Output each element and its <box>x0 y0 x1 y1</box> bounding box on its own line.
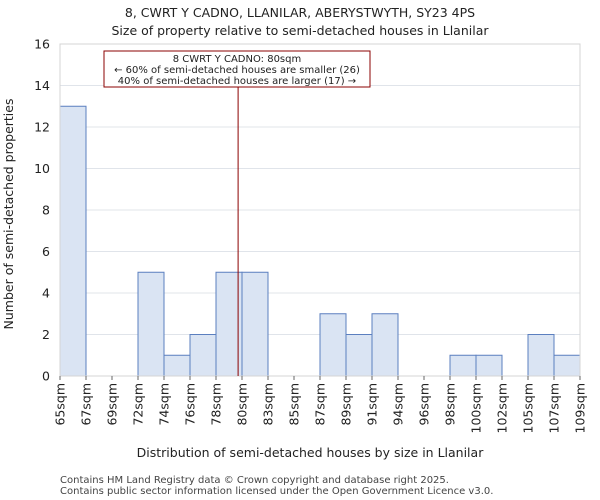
bar-76sqm <box>189 334 217 377</box>
x-tick-label: 78sqm <box>209 383 224 426</box>
footer-line-2: Contains public sector information licen… <box>60 486 493 497</box>
bar-89sqm <box>345 334 373 377</box>
bar-107sqm <box>553 354 581 377</box>
x-tick-label: 91sqm <box>365 383 380 426</box>
y-tick-label: 2 <box>42 327 50 342</box>
x-tick-label: 65sqm <box>53 383 68 426</box>
x-tick-label: 96sqm <box>417 383 432 426</box>
x-tick-label: 72sqm <box>131 383 146 426</box>
x-tick-label: 69sqm <box>105 383 120 426</box>
y-tick-label: 4 <box>42 286 50 301</box>
x-tick-label: 80sqm <box>235 383 250 426</box>
x-tick-label: 100sqm <box>469 383 484 433</box>
x-tick-label: 105sqm <box>521 383 536 433</box>
y-tick-label: 16 <box>34 37 50 52</box>
y-tick-label: 10 <box>34 161 50 176</box>
bar-105sqm <box>527 334 555 377</box>
bar-98sqm <box>449 354 477 377</box>
chart-title: 8, CWRT Y CADNO, LLANILAR, ABERYSTWYTH, … <box>125 5 475 20</box>
bar-80sqm <box>241 271 269 377</box>
y-tick-label: 6 <box>42 244 50 259</box>
x-axis-label: Distribution of semi-detached houses by … <box>137 445 485 460</box>
bar-72sqm <box>137 271 165 377</box>
y-axis-label: Number of semi-detached properties <box>1 99 16 330</box>
x-tick-label: 83sqm <box>261 383 276 426</box>
x-tick-label: 98sqm <box>443 383 458 426</box>
x-tick-label: 107sqm <box>547 383 562 433</box>
x-axis-ticks: 65sqm 67sqm 69sqm 72sqm 74sqm 76sqm 78sqm 80sqm… <box>53 376 588 433</box>
bars <box>59 105 581 377</box>
bar-91sqm <box>371 313 399 377</box>
y-tick-label: 14 <box>34 78 50 93</box>
x-tick-label: 87sqm <box>313 383 328 426</box>
annotation-line-3: 40% of semi-detached houses are larger (… <box>118 76 356 87</box>
annotation-line-2: ← 60% of semi-detached houses are smalle… <box>114 65 360 76</box>
y-tick-label: 0 <box>42 369 50 384</box>
bar-74sqm <box>163 354 191 377</box>
x-tick-label: 76sqm <box>183 383 198 426</box>
footer-line-1: Contains HM Land Registry data © Crown c… <box>60 475 449 486</box>
bar-100sqm <box>475 354 503 377</box>
chart-subtitle: Size of property relative to semi-detach… <box>111 23 489 38</box>
bar-65sqm <box>59 105 87 377</box>
x-tick-label: 94sqm <box>391 383 406 426</box>
x-tick-label: 85sqm <box>287 383 302 426</box>
annotation-box: 8 CWRT Y CADNO: 80sqm ← 60% of semi-deta… <box>103 50 371 88</box>
x-tick-label: 102sqm <box>495 383 510 433</box>
y-tick-label: 12 <box>34 120 50 135</box>
x-tick-label: 89sqm <box>339 383 354 426</box>
bar-87sqm <box>319 313 347 377</box>
y-tick-label: 8 <box>42 203 50 218</box>
x-tick-label: 109sqm <box>573 383 588 433</box>
annotation-frame <box>103 50 371 88</box>
x-tick-label: 74sqm <box>157 383 172 426</box>
x-tick-label: 67sqm <box>79 383 94 426</box>
annotation-line-1: 8 CWRT Y CADNO: 80sqm <box>173 54 301 65</box>
y-axis-ticks: 0 2 4 6 8 10 12 14 16 <box>34 37 50 384</box>
